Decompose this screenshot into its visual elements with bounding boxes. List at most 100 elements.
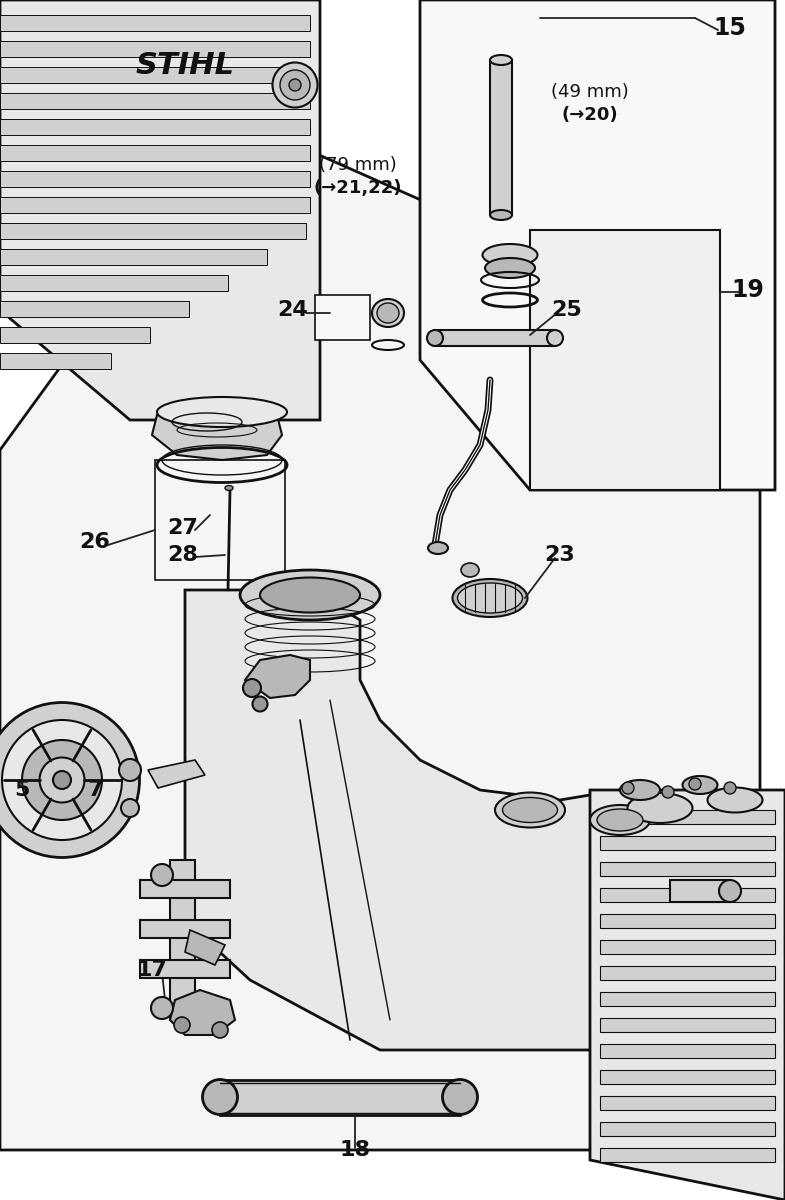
Ellipse shape — [260, 577, 360, 612]
Polygon shape — [0, 248, 266, 265]
Ellipse shape — [452, 578, 528, 617]
Ellipse shape — [225, 486, 233, 491]
Polygon shape — [185, 590, 720, 1050]
Polygon shape — [0, 92, 310, 109]
Ellipse shape — [157, 397, 287, 427]
Ellipse shape — [590, 805, 650, 835]
Text: 25: 25 — [552, 300, 582, 320]
Text: 18: 18 — [339, 1140, 371, 1160]
Ellipse shape — [547, 330, 563, 346]
Ellipse shape — [483, 244, 538, 266]
Polygon shape — [0, 301, 188, 317]
Ellipse shape — [428, 542, 448, 554]
Ellipse shape — [0, 702, 140, 858]
Ellipse shape — [372, 299, 404, 326]
Ellipse shape — [490, 55, 512, 65]
Ellipse shape — [377, 302, 399, 323]
Polygon shape — [0, 145, 310, 161]
Polygon shape — [152, 415, 282, 460]
Polygon shape — [590, 790, 785, 1200]
Bar — [600, 966, 775, 980]
Bar — [600, 1122, 775, 1136]
Text: 7: 7 — [87, 780, 103, 800]
Ellipse shape — [490, 210, 512, 220]
Text: 26: 26 — [79, 532, 111, 552]
Polygon shape — [0, 223, 305, 239]
Bar — [600, 914, 775, 928]
Ellipse shape — [458, 583, 523, 613]
Bar — [140, 920, 230, 938]
Ellipse shape — [427, 330, 443, 346]
Ellipse shape — [253, 696, 268, 712]
Text: 17: 17 — [137, 960, 167, 980]
Bar — [600, 1096, 775, 1110]
Text: (→21,22): (→21,22) — [314, 179, 402, 197]
Polygon shape — [0, 326, 149, 343]
Polygon shape — [530, 230, 720, 490]
Bar — [600, 940, 775, 954]
Ellipse shape — [689, 778, 701, 790]
Bar — [600, 862, 775, 876]
Ellipse shape — [502, 798, 557, 822]
Ellipse shape — [151, 864, 173, 886]
Text: (→20): (→20) — [562, 106, 619, 124]
Polygon shape — [0, 14, 310, 31]
Polygon shape — [0, 41, 310, 56]
Ellipse shape — [627, 793, 692, 823]
Ellipse shape — [461, 563, 479, 577]
Polygon shape — [0, 353, 111, 370]
Bar — [140, 960, 230, 978]
Ellipse shape — [212, 1022, 228, 1038]
Bar — [315, 295, 370, 340]
Ellipse shape — [243, 679, 261, 697]
Bar — [670, 880, 730, 902]
Text: (79 mm): (79 mm) — [319, 156, 397, 174]
Ellipse shape — [280, 70, 310, 100]
Ellipse shape — [119, 758, 141, 781]
Bar — [435, 330, 555, 346]
Ellipse shape — [597, 809, 643, 830]
Ellipse shape — [620, 780, 660, 800]
Polygon shape — [0, 119, 310, 134]
Bar — [600, 1070, 775, 1084]
Text: (49 mm): (49 mm) — [551, 83, 629, 101]
Text: 28: 28 — [167, 545, 199, 565]
Bar — [600, 992, 775, 1006]
Ellipse shape — [707, 787, 762, 812]
Bar — [140, 880, 230, 898]
Ellipse shape — [121, 799, 139, 817]
Ellipse shape — [719, 880, 741, 902]
Polygon shape — [0, 275, 228, 290]
Bar — [600, 1044, 775, 1058]
Bar — [600, 888, 775, 902]
Polygon shape — [170, 860, 195, 1020]
Text: STIHL: STIHL — [136, 50, 235, 79]
Ellipse shape — [203, 1080, 238, 1115]
Polygon shape — [185, 930, 225, 965]
Ellipse shape — [662, 786, 674, 798]
Polygon shape — [170, 990, 235, 1034]
Text: 19: 19 — [732, 278, 765, 302]
Ellipse shape — [240, 570, 380, 620]
Polygon shape — [0, 170, 310, 187]
Ellipse shape — [39, 757, 85, 803]
Text: 24: 24 — [278, 300, 309, 320]
Ellipse shape — [289, 79, 301, 91]
Polygon shape — [0, 120, 760, 1150]
Bar — [600, 1148, 775, 1162]
Text: 23: 23 — [545, 545, 575, 565]
Ellipse shape — [272, 62, 317, 108]
Bar — [600, 810, 775, 824]
Bar — [600, 836, 775, 850]
Text: 15: 15 — [714, 16, 747, 40]
Ellipse shape — [485, 258, 535, 278]
Bar — [220, 1080, 460, 1115]
Ellipse shape — [495, 792, 565, 828]
Bar — [600, 1018, 775, 1032]
Text: 5: 5 — [14, 780, 30, 800]
Ellipse shape — [724, 782, 736, 794]
Polygon shape — [0, 0, 320, 420]
Bar — [490, 60, 512, 215]
Polygon shape — [148, 760, 205, 788]
Ellipse shape — [53, 770, 71, 790]
